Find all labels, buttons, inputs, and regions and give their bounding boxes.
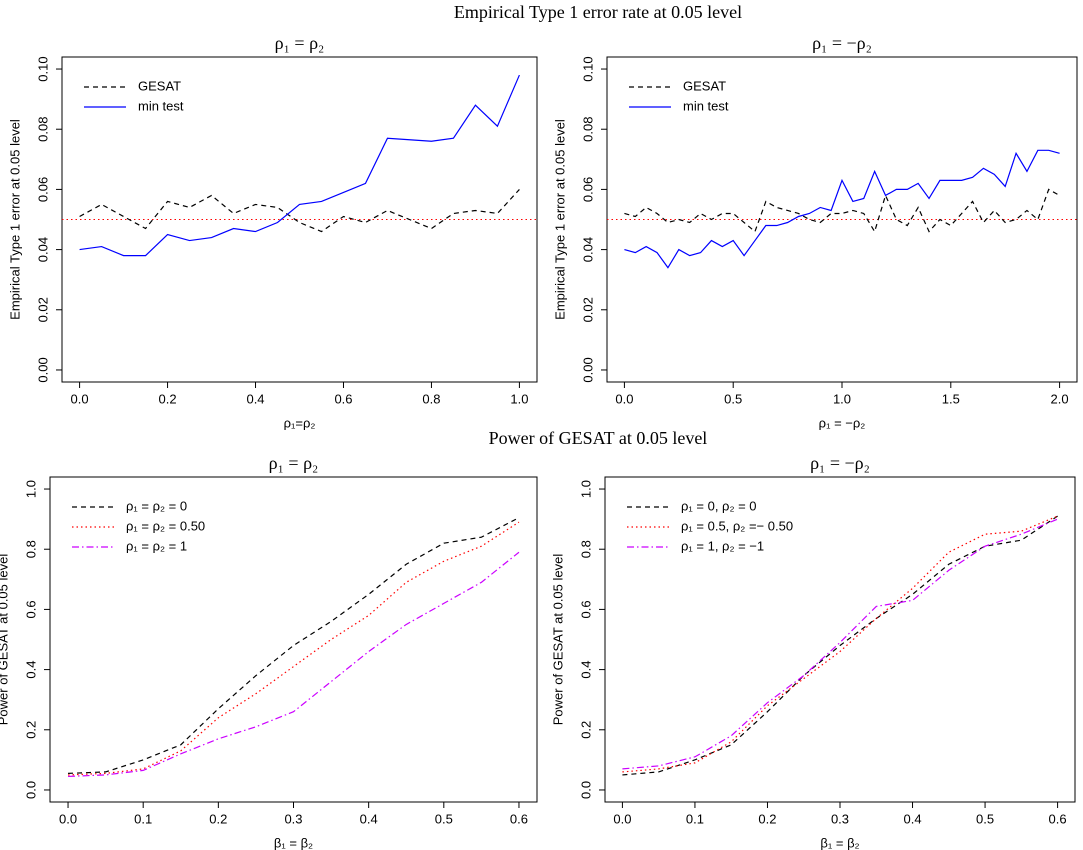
series-line xyxy=(68,517,520,775)
legend-label: GESAT xyxy=(683,78,726,93)
y-tick-label: 0.04 xyxy=(35,237,50,262)
y-tick-label: 0.08 xyxy=(35,117,50,142)
y-tick-label: 0.6 xyxy=(578,600,593,618)
x-tick-label: 2.0 xyxy=(1051,391,1069,406)
x-tick-label: 0.6 xyxy=(1049,811,1067,826)
x-tick-label: 0.8 xyxy=(422,391,440,406)
panel-title: ρ₁ = ρ₂ xyxy=(275,33,325,53)
y-tick-label: 0.02 xyxy=(35,297,50,322)
legend-label: GESAT xyxy=(138,78,181,93)
y-tick-label: 0.2 xyxy=(578,721,593,739)
x-tick-label: 0.0 xyxy=(71,391,89,406)
x-tick-label: 0.2 xyxy=(209,811,227,826)
y-tick-label: 0.08 xyxy=(580,117,595,142)
x-tick-label: 1.0 xyxy=(510,391,528,406)
y-tick-label: 0.06 xyxy=(35,177,50,202)
section-title: Empirical Type 1 error rate at 0.05 leve… xyxy=(454,2,742,22)
x-tick-label: 0.6 xyxy=(334,391,352,406)
x-tick-label: 0.5 xyxy=(724,391,742,406)
y-tick-label: 0.00 xyxy=(580,357,595,382)
x-tick-label: 0.4 xyxy=(360,811,378,826)
series-line xyxy=(622,518,1058,770)
y-axis-label: Empirical Type 1 error at 0.05 level xyxy=(552,119,567,320)
y-tick-label: 0.00 xyxy=(35,357,50,382)
x-tick-label: 0.2 xyxy=(758,811,776,826)
legend-label: ρ₁ = ρ₂ = 0 xyxy=(126,498,187,513)
x-tick-label: 0.4 xyxy=(903,811,921,826)
panel-title: ρ₁ = ρ₂ xyxy=(269,453,319,473)
series-line xyxy=(68,521,520,776)
series-line xyxy=(622,515,1058,776)
y-tick-label: 0.2 xyxy=(23,721,38,739)
legend-label: ρ₁ = ρ₂ = 1 xyxy=(126,538,187,553)
series-line xyxy=(624,149,1060,269)
x-tick-label: 0.1 xyxy=(134,811,152,826)
y-tick-label: 0.0 xyxy=(23,781,38,799)
y-tick-label: 0.0 xyxy=(578,781,593,799)
x-tick-label: 1.5 xyxy=(942,391,960,406)
plot-frame xyxy=(49,476,538,803)
y-tick-label: 0.02 xyxy=(580,297,595,322)
x-tick-label: 0.3 xyxy=(831,811,849,826)
legend-label: ρ₁ = ρ₂ = 0.50 xyxy=(126,518,205,533)
x-tick-label: 0.2 xyxy=(159,391,177,406)
x-tick-label: 0.0 xyxy=(59,811,77,826)
plot-frame xyxy=(61,56,538,383)
x-tick-label: 1.0 xyxy=(833,391,851,406)
y-tick-label: 0.4 xyxy=(23,661,38,679)
panel-title: ρ₁ = −ρ₂ xyxy=(812,33,872,53)
plot-frame xyxy=(604,476,1076,803)
y-tick-label: 1.0 xyxy=(578,480,593,498)
x-axis-label: β₁ = β₂ xyxy=(820,835,859,850)
x-tick-label: 0.0 xyxy=(615,391,633,406)
x-tick-label: 0.5 xyxy=(976,811,994,826)
x-tick-label: 0.1 xyxy=(686,811,704,826)
y-axis-label: Power of GESAT at 0.05 level xyxy=(550,554,565,726)
y-tick-label: 0.10 xyxy=(35,56,50,81)
x-tick-label: 0.6 xyxy=(510,811,528,826)
x-axis-label: β₁ = β₂ xyxy=(274,835,313,850)
x-tick-label: 0.0 xyxy=(613,811,631,826)
series-line xyxy=(79,189,520,233)
y-tick-label: 0.6 xyxy=(23,600,38,618)
y-axis-label: Power of GESAT at 0.05 level xyxy=(0,554,10,726)
x-tick-label: 0.3 xyxy=(284,811,302,826)
x-axis-label: ρ₁ = −ρ₂ xyxy=(819,415,866,430)
legend-label: min test xyxy=(683,98,729,113)
x-tick-label: 0.5 xyxy=(435,811,453,826)
panel-title: ρ₁ = −ρ₂ xyxy=(810,453,870,473)
series-line xyxy=(79,74,520,257)
legend-label: min test xyxy=(138,98,184,113)
series-line xyxy=(68,551,520,778)
section-title: Power of GESAT at 0.05 level xyxy=(489,428,708,448)
y-axis-label: Empirical Type 1 error at 0.05 level xyxy=(7,119,22,320)
series-line xyxy=(622,515,1058,773)
legend-label: ρ₁ = 0, ρ₂ = 0 xyxy=(681,498,757,513)
y-tick-label: 0.8 xyxy=(578,540,593,558)
y-tick-label: 0.8 xyxy=(23,540,38,558)
legend-label: ρ₁ = 1, ρ₂ = −1 xyxy=(681,538,764,553)
y-tick-label: 0.10 xyxy=(580,56,595,81)
series-line xyxy=(624,188,1060,234)
y-tick-label: 0.4 xyxy=(578,661,593,679)
x-axis-label: ρ₁=ρ₂ xyxy=(284,415,316,430)
legend-label: ρ₁ = 0.5, ρ₂ =− 0.50 xyxy=(681,518,793,533)
y-tick-label: 0.04 xyxy=(580,237,595,262)
x-tick-label: 0.4 xyxy=(246,391,264,406)
y-tick-label: 0.06 xyxy=(580,177,595,202)
y-tick-label: 1.0 xyxy=(23,480,38,498)
